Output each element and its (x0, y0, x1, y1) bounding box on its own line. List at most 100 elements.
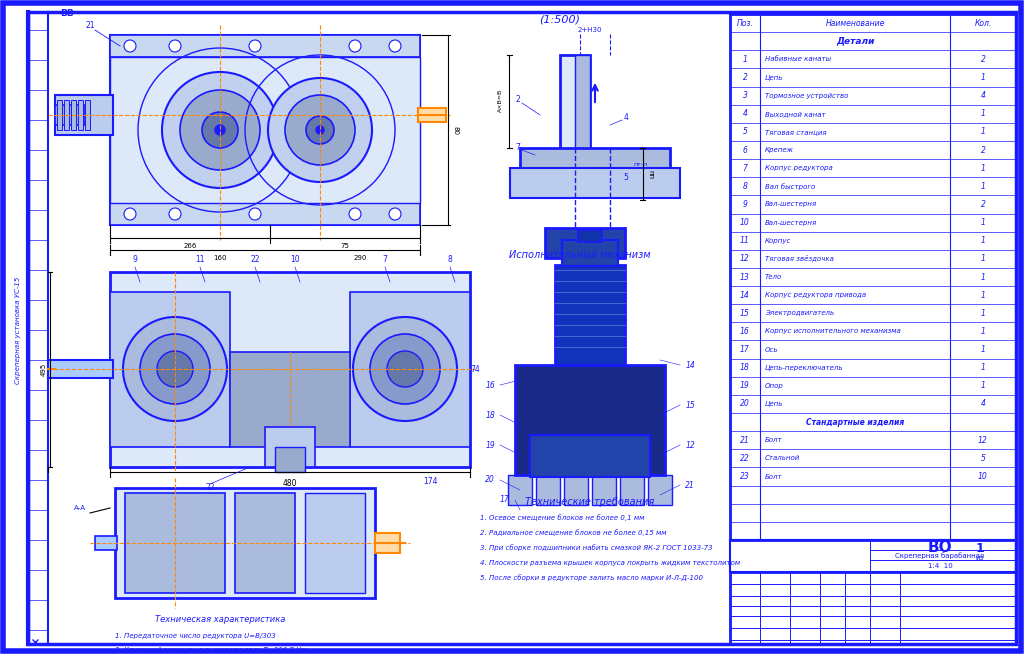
Circle shape (353, 317, 457, 421)
Text: 4: 4 (981, 400, 985, 409)
Circle shape (306, 116, 334, 144)
Text: Вал-шестерня: Вал-шестерня (765, 201, 817, 207)
Bar (510, 168, 680, 198)
Text: 1: 1 (981, 182, 985, 191)
Bar (125, 493, 225, 593)
Text: 2. Крутящий момент на выходном валу T=306.7 Нм: 2. Крутящий момент на выходном валу T=30… (115, 647, 306, 653)
Text: Вал-шестерня: Вал-шестерня (765, 220, 817, 226)
Text: 5. После сборки в редукторе залить масло марки И-Л-Д-100: 5. После сборки в редукторе залить масло… (480, 574, 703, 581)
Circle shape (316, 126, 324, 134)
Text: 15: 15 (685, 400, 695, 409)
Text: 23: 23 (740, 472, 750, 481)
Text: пт-п: пт-п (633, 162, 647, 167)
Bar (578, 230, 602, 242)
Text: А×В=В: А×В=В (498, 88, 503, 112)
Bar (350, 292, 470, 447)
Text: Технические требования: Технические требования (525, 497, 654, 507)
Text: 2: 2 (981, 55, 985, 64)
Circle shape (169, 40, 181, 52)
Circle shape (169, 208, 181, 220)
Text: 7: 7 (515, 143, 520, 152)
Text: 18: 18 (740, 363, 750, 372)
Bar (520, 148, 670, 170)
Bar (55, 105, 85, 125)
Bar (530, 435, 650, 477)
Text: 1: 1 (981, 363, 985, 372)
Text: Цепь-переключатель: Цепь-переключатель (765, 365, 844, 371)
Text: 9: 9 (132, 254, 137, 264)
Text: 14: 14 (740, 290, 750, 300)
Text: 12: 12 (740, 254, 750, 264)
Text: 174: 174 (423, 477, 437, 487)
Text: 18: 18 (485, 411, 495, 419)
Circle shape (387, 351, 423, 387)
Text: Тело: Тело (765, 274, 782, 280)
Text: 22: 22 (250, 254, 260, 264)
Text: 5: 5 (981, 454, 985, 463)
Bar (110, 35, 420, 57)
Bar (57, 100, 62, 130)
Text: 74: 74 (470, 364, 480, 373)
Bar (560, 55, 590, 150)
Circle shape (157, 351, 193, 387)
Circle shape (140, 334, 210, 404)
Text: Корпус редуктора: Корпус редуктора (765, 165, 833, 171)
Bar (575, 55, 590, 150)
Text: 1: 1 (981, 218, 985, 227)
Text: 480: 480 (283, 479, 297, 489)
Bar (730, 540, 1016, 572)
Text: 10: 10 (978, 472, 988, 481)
Text: Крепеж: Крепеж (765, 147, 794, 153)
Text: 10: 10 (740, 218, 750, 227)
Text: 1: 1 (981, 309, 985, 318)
Text: Техническая характеристика: Техническая характеристика (155, 615, 286, 625)
Text: 1: 1 (981, 236, 985, 245)
Text: Кол.: Кол. (975, 18, 991, 27)
Text: Выходной канат: Выходной канат (765, 111, 825, 117)
Text: 5: 5 (742, 128, 748, 137)
Bar (418, 108, 446, 122)
Text: 2: 2 (981, 146, 985, 154)
Text: 12: 12 (978, 436, 988, 445)
Bar (648, 475, 672, 505)
Text: 14: 14 (685, 360, 695, 370)
Text: 20: 20 (740, 400, 750, 409)
Bar (730, 572, 1016, 644)
Text: Вал быстрого: Вал быстрого (765, 183, 815, 190)
Text: 2: 2 (981, 200, 985, 209)
Circle shape (349, 208, 361, 220)
Text: 4. Плоскости разъема крышек корпуса покрыть жидким текстолитом: 4. Плоскости разъема крышек корпуса покр… (480, 560, 740, 566)
Bar (48, 360, 113, 378)
Text: Тормозное устройство: Тормозное устройство (765, 93, 848, 99)
Bar (375, 533, 400, 553)
Text: 1: 1 (981, 327, 985, 336)
Bar (536, 475, 560, 505)
Bar (564, 475, 588, 505)
Text: 21: 21 (85, 20, 95, 29)
Text: 4: 4 (624, 114, 629, 122)
Text: (1:500): (1:500) (540, 15, 581, 25)
Bar (95, 536, 117, 550)
Text: 1: 1 (981, 273, 985, 281)
Bar (55, 95, 113, 135)
Text: Болт: Болт (765, 473, 782, 479)
Text: 17: 17 (740, 345, 750, 354)
Circle shape (123, 317, 227, 421)
Bar (110, 203, 420, 225)
Circle shape (202, 112, 238, 148)
Text: 22: 22 (740, 454, 750, 463)
Circle shape (285, 95, 355, 165)
Text: 2. Радиальное смещение блоков не более 0,15 мм: 2. Радиальное смещение блоков не более 0… (480, 530, 667, 536)
Circle shape (180, 90, 260, 170)
Text: 1: 1 (981, 109, 985, 118)
Circle shape (124, 40, 136, 52)
Text: 15: 15 (740, 309, 750, 318)
Text: 1. Передаточное число редуктора U=В/303: 1. Передаточное число редуктора U=В/303 (115, 633, 275, 639)
Text: 5: 5 (624, 173, 629, 182)
Text: Скреперная барабанная: Скреперная барабанная (895, 553, 984, 559)
Text: Ось: Ось (765, 347, 778, 353)
Text: 16: 16 (485, 381, 495, 390)
Text: 11: 11 (740, 236, 750, 245)
Bar (508, 475, 532, 505)
Bar (234, 493, 295, 593)
